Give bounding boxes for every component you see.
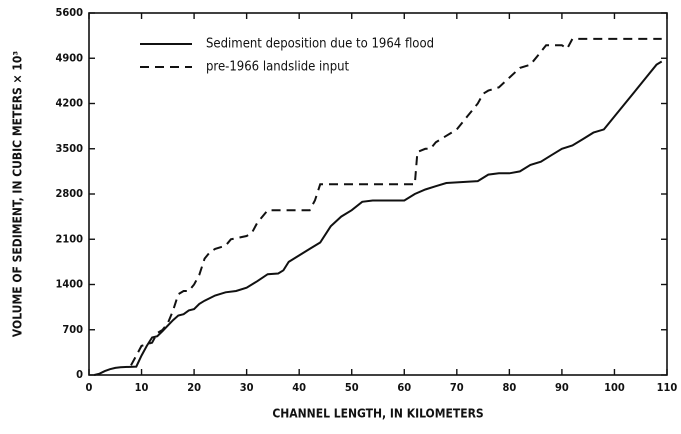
- y-tick-label: 5600: [55, 6, 83, 19]
- y-tick-label: 3500: [55, 142, 83, 155]
- x-tick-label: 10: [135, 381, 149, 394]
- y-tick-label: 0: [76, 368, 83, 381]
- y-axis-title: VOLUME OF SEDIMENT, IN CUBIC METERS × 10…: [11, 51, 25, 337]
- y-tick-label: 4200: [55, 97, 83, 110]
- y-tick-label: 4900: [55, 51, 83, 64]
- y-tick-label: 2800: [55, 187, 83, 200]
- legend-label: Sediment deposition due to 1964 flood: [206, 37, 434, 52]
- x-tick-label: 30: [240, 381, 254, 394]
- x-tick-label: 0: [86, 381, 93, 394]
- series-line: [94, 60, 663, 376]
- x-tick-label: 70: [450, 381, 464, 394]
- x-tick-label: 50: [345, 381, 359, 394]
- x-axis-title: CHANNEL LENGTH, IN KILOMETERS: [272, 407, 483, 421]
- y-tick-label: 1400: [55, 278, 83, 291]
- legend-label: pre-1966 landslide input: [206, 60, 350, 75]
- x-tick-label: 20: [187, 381, 201, 394]
- x-tick-label: 110: [657, 381, 678, 394]
- y-tick-label: 2100: [55, 232, 83, 245]
- x-tick-label: 40: [292, 381, 306, 394]
- x-tick-label: 80: [502, 381, 516, 394]
- x-tick-label: 100: [604, 381, 625, 394]
- series-line: [130, 37, 662, 366]
- y-tick-label: 700: [62, 323, 83, 336]
- x-tick-label: 60: [397, 381, 411, 394]
- x-tick-label: 90: [555, 381, 569, 394]
